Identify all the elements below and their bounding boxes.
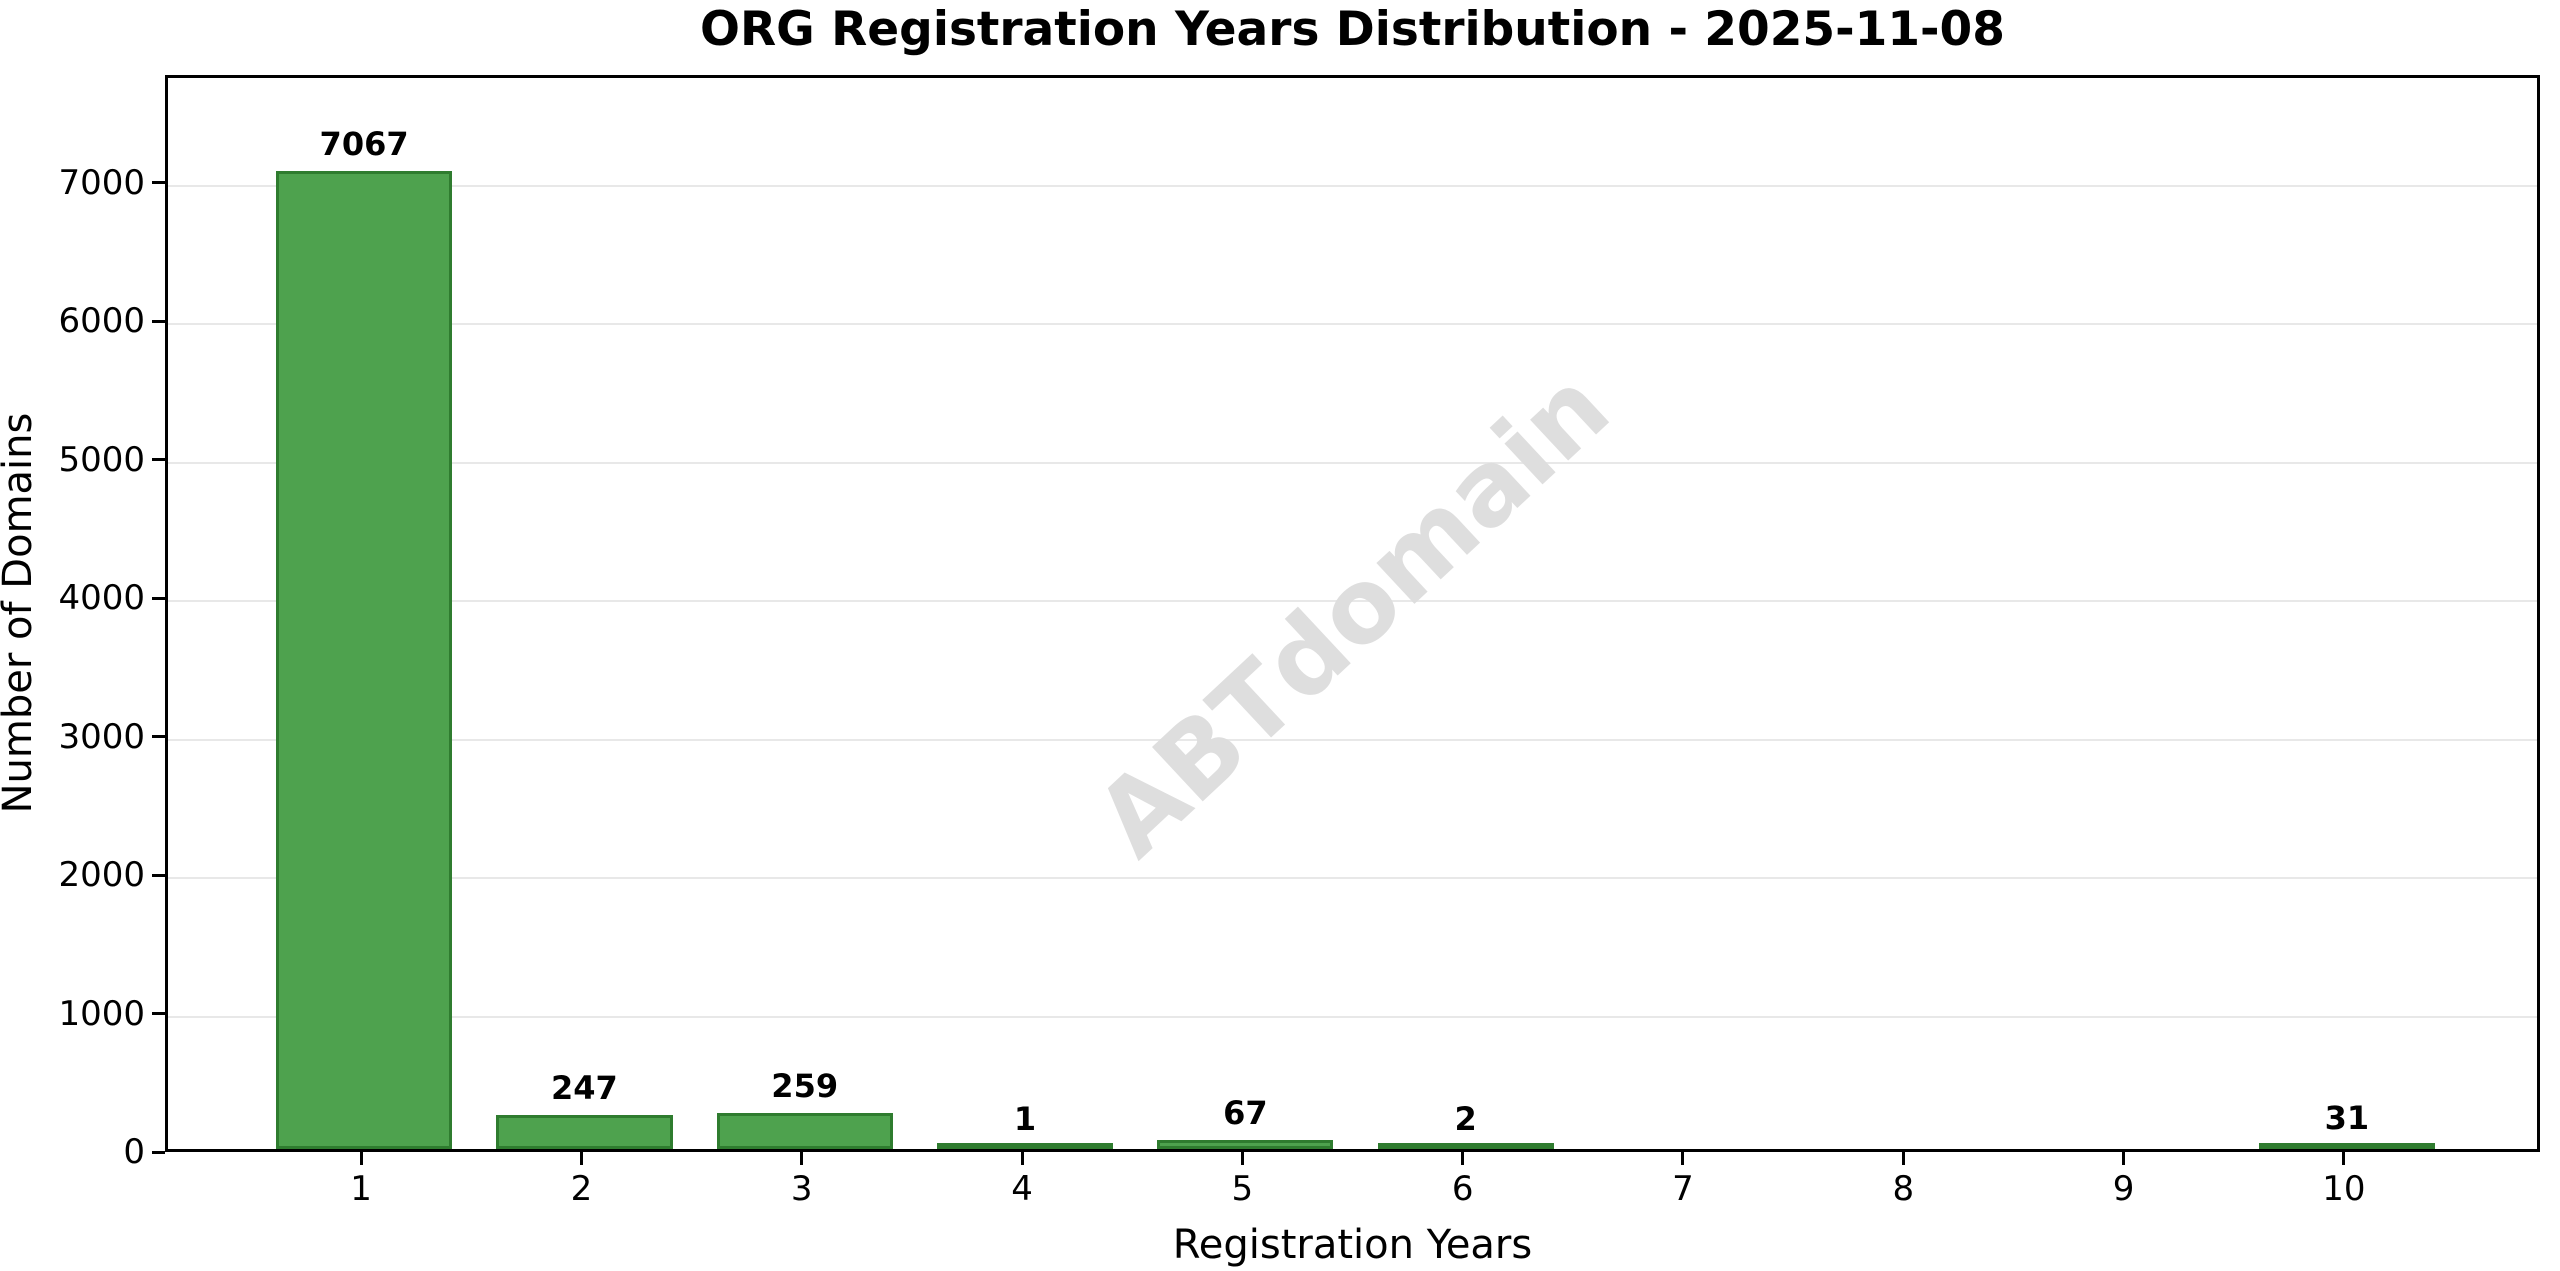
x-tick-label-3: 3: [790, 1169, 813, 1209]
gridline-y-6000: [168, 323, 2537, 326]
gridline-y-4000: [168, 600, 2537, 603]
bar-value-label-year-6: 2: [1454, 1100, 1477, 1138]
y-tick-mark-3000: [152, 735, 165, 739]
y-tick-mark-2000: [152, 873, 165, 877]
x-tick-label-7: 7: [1672, 1169, 1694, 1209]
x-tick-mark-6: [1461, 1152, 1465, 1165]
y-tick-label-3000: 3000: [58, 716, 145, 757]
x-tick-mark-3: [800, 1152, 804, 1165]
gridline-y-5000: [168, 461, 2537, 464]
bar-year-3: [716, 1113, 893, 1149]
bar-value-label-year-4: 1: [1013, 1100, 1037, 1138]
y-tick-mark-7000: [152, 181, 165, 185]
y-tick-mark-6000: [152, 319, 165, 323]
y-tick-mark-1000: [152, 1012, 165, 1016]
x-tick-mark-7: [1681, 1152, 1685, 1165]
x-tick-label-9: 9: [2112, 1169, 2135, 1209]
bar-year-5: [1157, 1139, 1334, 1149]
x-tick-label-4: 4: [1011, 1169, 1033, 1209]
x-tick-label-6: 6: [1451, 1169, 1474, 1209]
bar-year-2: [496, 1114, 673, 1149]
y-tick-label-5000: 5000: [58, 439, 145, 480]
x-axis-label: Registration Years: [1172, 1222, 1533, 1268]
x-tick-label-8: 8: [1892, 1169, 1915, 1209]
bar-year-10: [2258, 1143, 2436, 1149]
bar-value-label-year-3: 259: [771, 1067, 839, 1106]
y-tick-label-6000: 6000: [58, 301, 145, 342]
bar-value-label-year-2: 247: [550, 1068, 618, 1107]
y-tick-mark-0: [152, 1150, 165, 1154]
y-tick-label-1000: 1000: [58, 993, 145, 1034]
x-tick-mark-4: [1020, 1152, 1024, 1165]
y-tick-label-2000: 2000: [58, 855, 145, 896]
bar-year-4: [936, 1143, 1114, 1149]
gridline-y-1000: [168, 1015, 2537, 1018]
y-tick-label-0: 0: [123, 1132, 145, 1172]
y-tick-mark-5000: [152, 458, 165, 462]
chart-title: ORG Registration Years Distribution - 20…: [700, 2, 2005, 57]
bar-year-6: [1377, 1143, 1554, 1149]
y-tick-label-4000: 4000: [58, 578, 145, 619]
gridline-y-7000: [168, 184, 2537, 187]
x-tick-mark-9: [2122, 1152, 2126, 1165]
x-tick-mark-8: [1901, 1152, 1905, 1165]
x-tick-label-2: 2: [570, 1169, 593, 1209]
bar-value-label-year-1: 7067: [319, 124, 409, 163]
x-tick-label-1: 1: [350, 1169, 372, 1209]
x-tick-label-10: 10: [2322, 1169, 2366, 1209]
bar-value-label-year-5: 67: [1223, 1093, 1268, 1132]
watermark: ABTdomain: [1073, 347, 1632, 880]
x-tick-label-5: 5: [1231, 1169, 1254, 1209]
x-tick-mark-10: [2342, 1152, 2346, 1165]
y-tick-label-7000: 7000: [58, 162, 145, 203]
bar-year-1: [275, 170, 453, 1149]
bar-value-label-year-10: 31: [2324, 1098, 2370, 1137]
gridline-y-2000: [168, 877, 2537, 880]
y-tick-mark-4000: [152, 596, 165, 600]
plot-area: ABTdomain 7067 247 259 1 67 2 31: [165, 75, 2540, 1152]
x-tick-mark-1: [359, 1152, 363, 1165]
x-tick-mark-5: [1240, 1152, 1244, 1165]
gridline-y-3000: [168, 738, 2537, 741]
x-tick-mark-2: [579, 1152, 583, 1165]
